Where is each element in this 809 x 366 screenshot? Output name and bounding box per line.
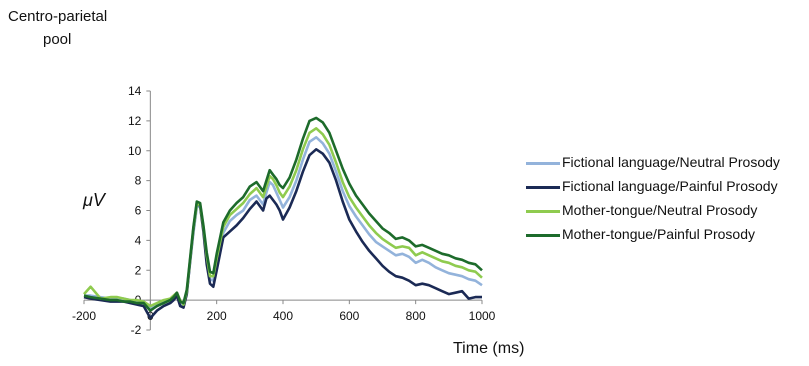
legend-swatch [526,210,560,213]
legend-label: Mother-tongue/Painful Prosody [562,226,755,242]
legend-item-mother-neutral: Mother-tongue/Neutral Prosody [526,200,809,224]
y-axis-label: μV [83,190,105,210]
chart-title-line-2: pool [43,31,72,48]
y-tick-label: 6 [135,204,142,218]
series-line-4 [83,116,483,312]
x-tick-label: -200 [72,309,96,323]
legend-swatch [526,234,560,237]
legend-item-fictional-painful: Fictional language/Painful Prosody [526,176,809,200]
legend-label: Fictional language/Painful Prosody [562,178,778,194]
legend: Fictional language/Neutral Prosody Ficti… [526,152,809,248]
y-tick-label: 14 [128,84,142,98]
x-tick-label: 800 [406,309,426,323]
y-tick-label: 12 [128,114,142,128]
series-line-3 [83,127,483,308]
y-tick-label: 2 [135,263,142,277]
chart-title-line-1: Centro-parietal [8,8,108,25]
x-tick-label: 1000 [469,309,496,323]
legend-label: Mother-tongue/Neutral Prosody [562,202,758,218]
y-tick-label: 8 [135,174,142,188]
legend-label: Fictional language/Neutral Prosody [562,154,780,170]
x-tick-label: 200 [207,309,227,323]
legend-item-fictional-neutral: Fictional language/Neutral Prosody [526,152,809,176]
x-tick-label: 400 [273,309,293,323]
x-axis-label: Time (ms) [453,340,525,357]
y-tick-label: -2 [131,323,142,337]
x-tick-label: 600 [339,309,359,323]
legend-swatch [526,162,560,165]
legend-item-mother-painful: Mother-tongue/Painful Prosody [526,224,809,248]
y-tick-label: 4 [135,233,142,247]
series-line-2 [83,148,482,320]
series-layer [83,116,483,320]
legend-swatch [526,186,560,189]
y-tick-label: 10 [128,144,142,158]
